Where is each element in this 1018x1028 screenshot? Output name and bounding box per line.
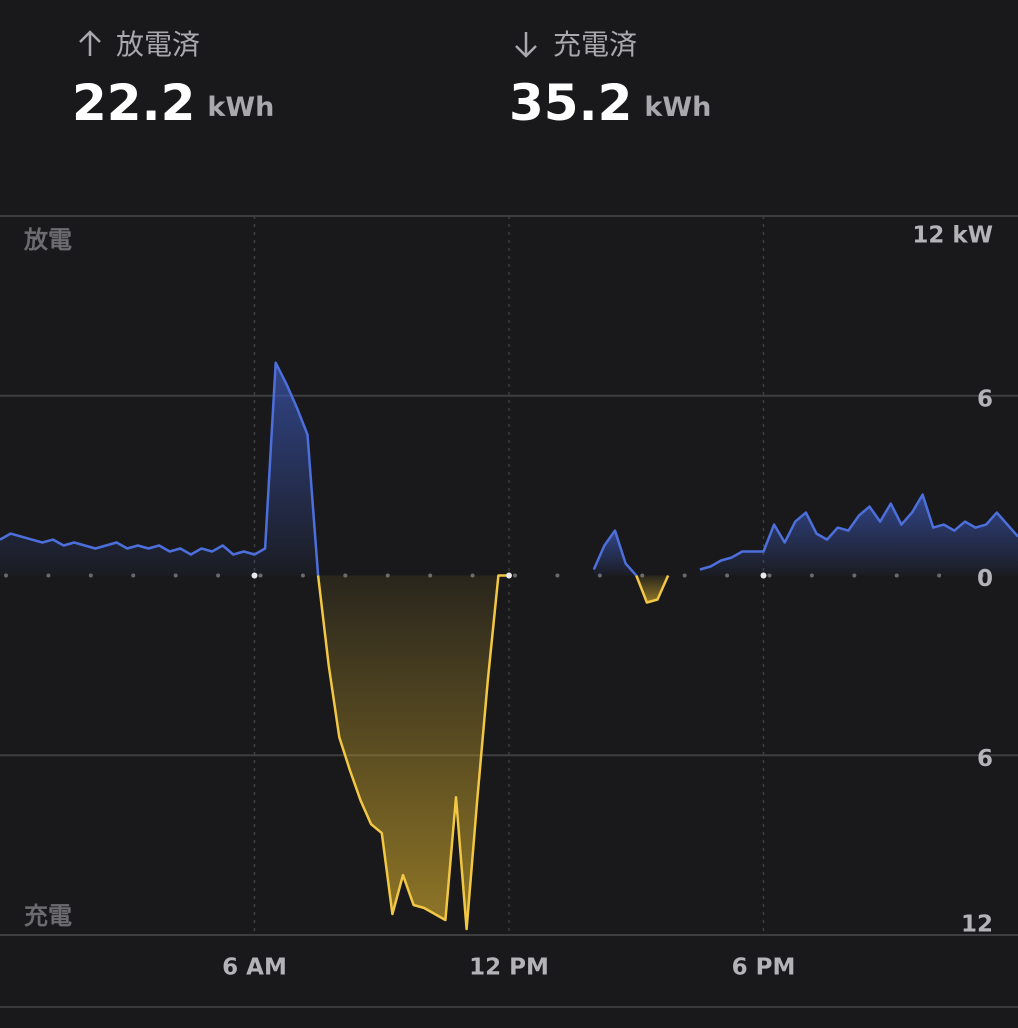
charged-unit: kWh xyxy=(644,92,711,123)
discharged-summary: 放電済 22.2 kWh xyxy=(72,28,274,132)
x-tick-label: 12 PM xyxy=(469,955,549,981)
y-tick-label: 0 xyxy=(977,566,993,592)
overlay: 12 kW 6 0 6 12 6 AM 12 PM 6 PM xyxy=(222,223,993,981)
up-arrow-icon xyxy=(79,30,101,56)
plot-area xyxy=(0,361,1018,931)
area-fill xyxy=(699,494,1018,576)
charged-value: 35.2 xyxy=(509,74,632,132)
tick-dot xyxy=(251,572,258,579)
discharged-label: 放電済 xyxy=(116,28,200,61)
y-tick-label: 6 xyxy=(977,746,993,772)
area-fill xyxy=(318,575,509,929)
tick-dot xyxy=(760,572,767,579)
series-line xyxy=(592,529,638,577)
charge-axis-label: 充電 xyxy=(24,902,72,930)
charged-summary: 充電済 35.2 kWh xyxy=(509,28,711,132)
discharged-value: 22.2 xyxy=(72,74,195,132)
down-arrow-icon xyxy=(515,32,537,58)
area-fill xyxy=(636,575,669,603)
charged-label: 充電済 xyxy=(553,28,637,61)
x-tick-label: 6 AM xyxy=(222,955,287,981)
series-line xyxy=(635,574,670,604)
y-tick-label: 12 xyxy=(961,912,993,938)
x-tick-label: 6 PM xyxy=(732,955,796,981)
series-line xyxy=(316,574,509,931)
y-tick-label: 6 xyxy=(977,386,993,412)
discharge-axis-label: 放電 xyxy=(23,226,72,254)
y-tick-label: 12 kW xyxy=(912,223,993,249)
series-line xyxy=(0,361,320,576)
tick-dot xyxy=(506,572,512,579)
series-line xyxy=(699,493,1018,571)
discharged-unit: kWh xyxy=(207,92,274,123)
